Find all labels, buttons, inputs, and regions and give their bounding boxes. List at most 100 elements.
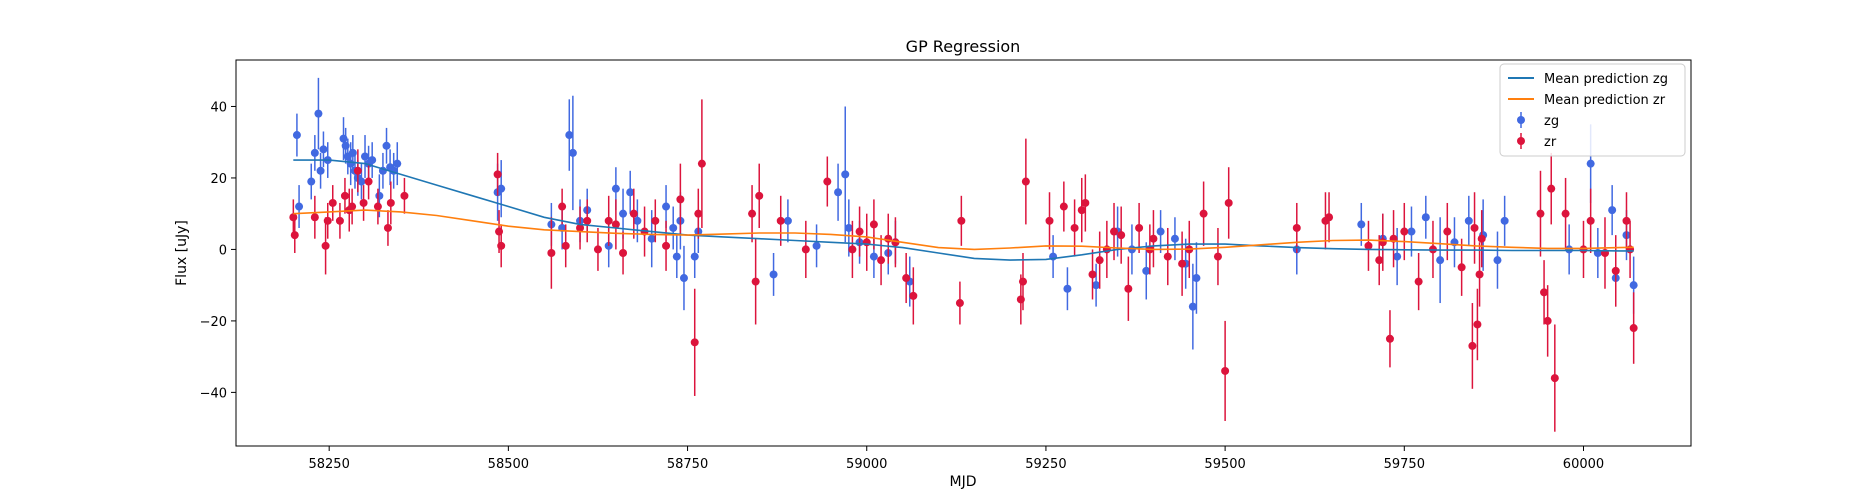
data-point-zg [1170, 234, 1179, 243]
legend-label-mean-prediction-zr: Mean prediction zr [1544, 93, 1666, 108]
data-point-zr [1470, 223, 1479, 232]
data-point-zg [1357, 220, 1366, 229]
data-point-zg [619, 209, 628, 218]
data-point-zr [1400, 227, 1409, 236]
plot-marks [289, 77, 1638, 432]
data-point-zr [1468, 341, 1477, 350]
y-tick-label: −20 [200, 315, 227, 330]
data-point-zr [801, 245, 810, 254]
data-point-zg [361, 152, 370, 161]
data-point-zg [357, 177, 366, 186]
data-point-zg [1464, 216, 1473, 225]
data-point-zr [1550, 374, 1559, 383]
y-tick-label: 40 [210, 100, 227, 115]
data-point-zr [1124, 284, 1133, 293]
y-tick-label: 0 [219, 243, 227, 258]
data-point-zr [957, 216, 966, 225]
data-point-zr [321, 241, 330, 250]
data-point-zr [558, 202, 567, 211]
data-point-zg [690, 252, 699, 261]
data-point-zg [1063, 284, 1072, 293]
data-point-zg [1142, 266, 1151, 275]
data-point-zg [844, 223, 853, 232]
data-point-zr [1178, 259, 1187, 268]
data-point-zr [348, 202, 357, 211]
data-point-zg [393, 159, 402, 168]
data-point-zr [955, 299, 964, 308]
line-mean-prediction-zg [293, 159, 1634, 261]
data-point-zr [561, 241, 570, 250]
data-point-zg [1407, 227, 1416, 236]
data-point-zg [662, 202, 671, 211]
data-point-zg [769, 270, 778, 279]
data-point-zr [848, 245, 857, 254]
data-point-zr [694, 209, 703, 218]
data-point-zr [1443, 227, 1452, 236]
data-point-zr [1221, 366, 1230, 375]
data-point-zr [1586, 216, 1595, 225]
data-point-zr [1561, 209, 1570, 218]
data-point-zr [1292, 223, 1301, 232]
data-point-zg [633, 216, 642, 225]
data-point-zg [647, 234, 656, 243]
y-axis-label: Flux [uJy] [174, 220, 190, 286]
data-point-zr [1095, 256, 1104, 265]
data-point-zr [1021, 177, 1030, 186]
data-point-zr [1081, 198, 1090, 207]
data-point-zr [619, 249, 628, 257]
data-point-zr [1088, 270, 1097, 279]
data-point-zr [1547, 184, 1556, 193]
data-point-zr [1325, 213, 1334, 222]
data-point-zr [604, 216, 613, 225]
data-point-zr [611, 220, 620, 229]
data-point-zr [497, 241, 506, 250]
data-point-zr [359, 198, 368, 207]
data-point-zr [1149, 234, 1158, 243]
data-point-zr [909, 291, 918, 300]
data-point-zg [783, 216, 792, 225]
data-point-zr [290, 231, 299, 240]
data-point-zr [1110, 227, 1119, 236]
data-point-zg [834, 188, 843, 197]
data-point-zr [1077, 206, 1086, 215]
data-point-zg [1436, 256, 1445, 265]
data-point-zr [855, 227, 864, 236]
data-point-zg [1393, 252, 1402, 261]
data-point-zr [1477, 234, 1486, 243]
data-point-zr [310, 213, 319, 222]
data-point-zr [776, 216, 785, 225]
data-point-zr [676, 195, 685, 204]
data-point-zr [1475, 270, 1484, 279]
plot-frame [235, 59, 1692, 447]
x-tick-label: 59250 [1025, 457, 1066, 472]
data-point-zg [669, 223, 678, 232]
data-point-zg [1421, 213, 1430, 222]
data-point-zg [626, 188, 635, 197]
data-point-zg [672, 252, 681, 261]
data-point-zg [368, 156, 377, 165]
data-point-zr [1473, 320, 1482, 329]
data-point-zg [1092, 281, 1101, 290]
data-point-zg [375, 191, 384, 200]
data-point-zr [1543, 316, 1552, 325]
x-tick-label: 59500 [1204, 457, 1245, 472]
data-point-zg [1565, 245, 1574, 254]
data-point-zr [364, 177, 373, 186]
data-point-zg [319, 145, 328, 154]
legend-label-mean-prediction-zg: Mean prediction zg [1544, 72, 1668, 87]
data-point-zg [1629, 281, 1638, 290]
data-point-zr [1579, 245, 1588, 254]
y-tick-label: −40 [200, 386, 227, 401]
data-point-zr [1045, 216, 1054, 225]
data-point-zr [690, 338, 699, 347]
data-point-zg [497, 184, 506, 193]
data-point-zr [493, 170, 502, 179]
data-point-zg [1192, 274, 1201, 283]
data-point-zr [1163, 252, 1172, 261]
data-point-zr [547, 249, 556, 257]
data-point-zr [323, 216, 332, 225]
data-point-zr [340, 191, 349, 200]
y-tick-label: 20 [210, 172, 227, 187]
data-point-zr [593, 245, 602, 254]
